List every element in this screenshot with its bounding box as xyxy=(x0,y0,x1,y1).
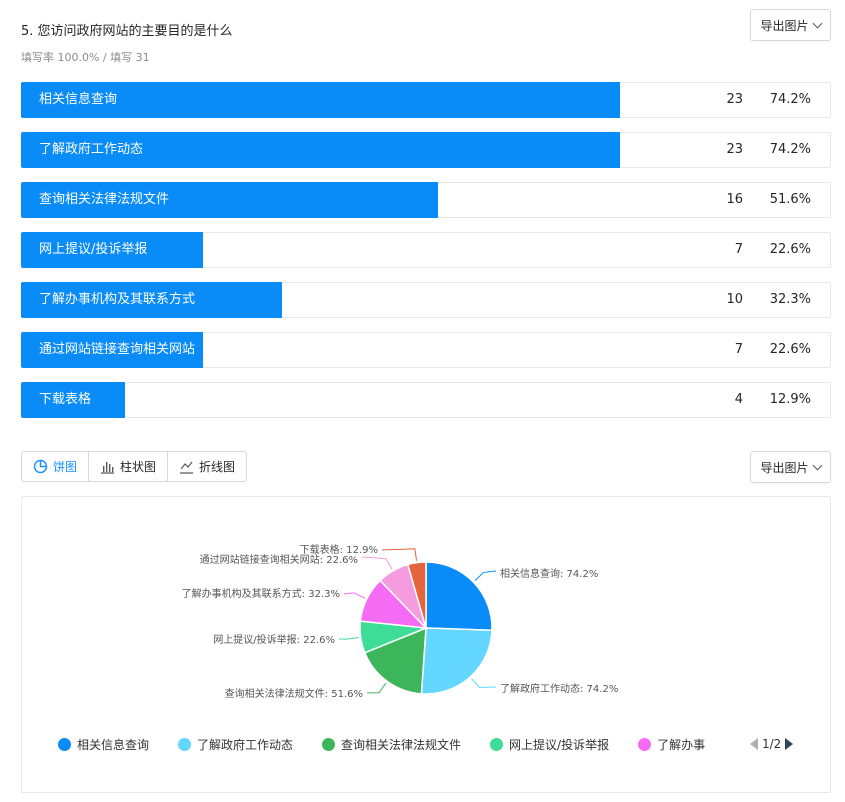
pie-slice-label: 下载表格: 12.9% xyxy=(300,543,378,556)
pager-next-icon[interactable] xyxy=(785,738,794,750)
legend-label: 了解办事 xyxy=(657,737,706,752)
result-bar-row: 了解政府工作动态 23 74.2% xyxy=(21,132,831,168)
pie-label-line xyxy=(343,592,366,599)
bar-chart-icon xyxy=(101,462,115,474)
result-bar-count: 10 xyxy=(726,292,743,307)
legend-dot-icon xyxy=(178,737,192,751)
pie-slice-label: 网上提议/投诉举报: 22.6% xyxy=(213,633,335,646)
legend-item[interactable]: 网上提议/投诉举报 xyxy=(490,736,609,753)
pie-chart-panel: 相关信息查询: 74.2% 了解政府工作动态: 74.2% 查询相关法律法规文件: … xyxy=(21,496,831,793)
pager-text: 1/2 xyxy=(762,737,782,751)
legend-dot-icon xyxy=(490,737,504,751)
export-image-button-top[interactable]: 导出图片 xyxy=(750,9,831,41)
pie-slice-label: 相关信息查询: 74.2% xyxy=(500,567,598,580)
result-bar-row: 查询相关法律法规文件 16 51.6% xyxy=(21,182,831,218)
result-bar-fill xyxy=(21,182,439,218)
result-bar-percent: 74.2% xyxy=(769,92,811,107)
result-bar-label: 了解政府工作动态 xyxy=(39,142,144,157)
result-bar-fill xyxy=(21,132,621,168)
result-bar-percent: 32.3% xyxy=(769,292,811,307)
result-bar-count: 23 xyxy=(726,92,743,107)
result-bar-percent: 22.6% xyxy=(769,342,811,357)
result-bar-row: 下载表格 4 12.9% xyxy=(21,382,831,418)
result-bar-percent: 22.6% xyxy=(769,242,811,257)
result-bar-fill xyxy=(21,382,126,418)
legend-item[interactable]: 了解政府工作动态 xyxy=(178,736,293,753)
tab-pie[interactable]: 饼图 xyxy=(22,452,90,481)
result-bar-label: 查询相关法律法规文件 xyxy=(39,192,170,207)
legend-label: 相关信息查询 xyxy=(77,737,150,752)
chevron-down-icon xyxy=(812,18,822,28)
pie-label-line xyxy=(366,682,387,694)
legend-item[interactable]: 了解办事 xyxy=(638,736,705,753)
legend-dot-icon xyxy=(58,737,71,751)
result-bar-row: 了解办事机构及其联系方式 10 32.3% xyxy=(21,282,831,318)
result-bar-count: 16 xyxy=(726,192,743,207)
pie-slice-label: 查询相关法律法规文件: 51.6% xyxy=(225,687,363,700)
pie-slice[interactable] xyxy=(406,561,427,629)
pie-label-line xyxy=(361,556,393,570)
result-bar-label: 通过网站链接查询相关网站 xyxy=(39,342,196,357)
question-meta: 填写率 100.0% / 填写 31 xyxy=(21,51,150,64)
tab-pie-label: 饼图 xyxy=(53,460,78,474)
pie-label-line xyxy=(338,636,359,640)
pie-chart: 相关信息查询: 74.2% 了解政府工作动态: 74.2% 查询相关法律法规文件: … xyxy=(182,543,619,700)
legend-label: 了解政府工作动态 xyxy=(197,737,294,752)
legend-item[interactable]: 查询相关法律法规文件 xyxy=(322,736,461,753)
pager-prev-icon[interactable] xyxy=(750,738,758,750)
result-bar-label: 相关信息查询 xyxy=(39,92,118,107)
result-bar-fill xyxy=(21,282,282,318)
result-bars: 相关信息查询 23 74.2% 了解政府工作动态 23 74.2% 查询相关法律法规文件 16… xyxy=(21,82,831,432)
legend-label: 网上提议/投诉举报 xyxy=(509,737,610,752)
legend-dot-icon xyxy=(322,737,336,751)
tab-line[interactable]: 折线图 xyxy=(168,452,246,481)
export-image-button-bottom[interactable]: 导出图片 xyxy=(750,451,831,483)
export-button-label: 导出图片 xyxy=(760,460,809,475)
pie-slice-label: 了解办事机构及其联系方式: 32.3% xyxy=(182,587,340,600)
result-bar-label: 了解办事机构及其联系方式 xyxy=(39,292,196,307)
result-bar-row: 通过网站链接查询相关网站 7 22.6% xyxy=(21,332,831,368)
pie-label-line xyxy=(474,570,497,582)
result-bar-count: 4 xyxy=(734,392,743,407)
result-bar-fill xyxy=(21,82,621,118)
legend-label: 查询相关法律法规文件 xyxy=(341,737,462,752)
tab-bar-label: 柱状图 xyxy=(120,460,157,474)
pie-slice-label: 了解政府工作动态: 74.2% xyxy=(500,682,618,695)
result-bar-percent: 51.6% xyxy=(769,192,811,207)
pie-label-line xyxy=(471,678,497,688)
legend-pager: 1/2 xyxy=(750,734,794,754)
pie-slice-label: 通过网站链接查询相关网站: 22.6% xyxy=(200,553,358,566)
legend-dot-icon xyxy=(638,737,652,751)
legend-item[interactable]: 相关信息查询 xyxy=(58,736,149,753)
pie-slice[interactable] xyxy=(425,561,493,632)
legend: 相关信息查询 了解政府工作动态 查询相关法律法规文件 网上提议/投诉举报 了解办事 xyxy=(58,734,748,754)
tab-line-label: 折线图 xyxy=(199,460,236,474)
pie-label-line xyxy=(381,548,418,561)
result-bar-row: 网上提议/投诉举报 7 22.6% xyxy=(21,232,831,268)
tab-bar[interactable]: 柱状图 xyxy=(89,452,169,481)
chevron-down-icon xyxy=(812,460,822,470)
result-bar-percent: 74.2% xyxy=(769,142,811,157)
result-bar-count: 7 xyxy=(734,242,743,257)
result-bar-label: 下载表格 xyxy=(39,392,92,407)
pie-slice[interactable] xyxy=(363,626,427,695)
question-title: 5. 您访问政府网站的主要目的是什么 xyxy=(21,24,233,39)
result-bar-fill xyxy=(21,232,204,268)
result-bar-count: 7 xyxy=(734,342,743,357)
result-bar-count: 23 xyxy=(726,142,743,157)
chart-type-tabs: 饼图 柱状图 折线图 xyxy=(21,451,248,482)
export-button-label: 导出图片 xyxy=(760,18,809,33)
pie-chart-icon xyxy=(33,459,48,474)
result-bar-label: 网上提议/投诉举报 xyxy=(39,242,148,257)
line-chart-icon xyxy=(180,461,194,474)
result-bar-fill xyxy=(21,332,204,368)
result-bar-row: 相关信息查询 23 74.2% xyxy=(21,82,831,118)
pie-slice[interactable] xyxy=(420,627,493,695)
result-bar-percent: 12.9% xyxy=(769,392,811,407)
